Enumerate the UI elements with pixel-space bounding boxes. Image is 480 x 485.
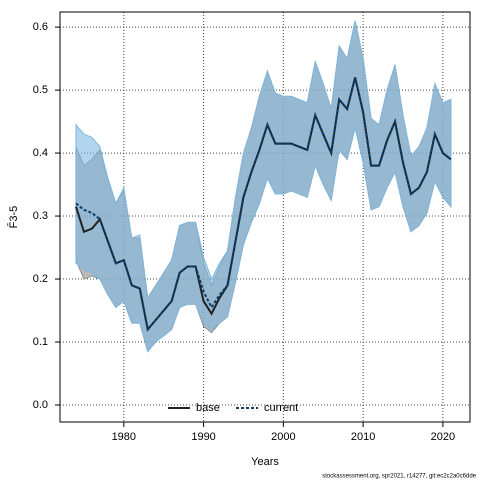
y-axis-label: F̄3-5	[7, 206, 20, 229]
legend-label: base	[196, 402, 220, 414]
y-tick-label: 0.5	[33, 84, 48, 96]
x-tick-label: 2020	[431, 431, 455, 443]
y-tick-label: 0.3	[33, 210, 48, 222]
x-tick-label: 2000	[271, 431, 295, 443]
y-tick-label: 0.4	[33, 147, 48, 159]
y-tick-label: 0.6	[33, 21, 48, 33]
y-tick-label: 0.0	[33, 399, 48, 411]
y-tick-label: 0.2	[33, 273, 48, 285]
x-tick-label: 1990	[191, 431, 215, 443]
footnote: stockassessment.org, spr2021, r14277, gi…	[322, 474, 476, 480]
x-tick-label: 2010	[351, 431, 375, 443]
confidence-band	[75, 20, 452, 353]
x-axis-label: Years	[251, 456, 279, 468]
x-tick-label: 1980	[112, 431, 136, 443]
series-line	[75, 77, 452, 332]
plot-frame	[59, 11, 471, 423]
y-tick-label: 0.1	[33, 336, 48, 348]
legend-label: current	[264, 402, 298, 414]
